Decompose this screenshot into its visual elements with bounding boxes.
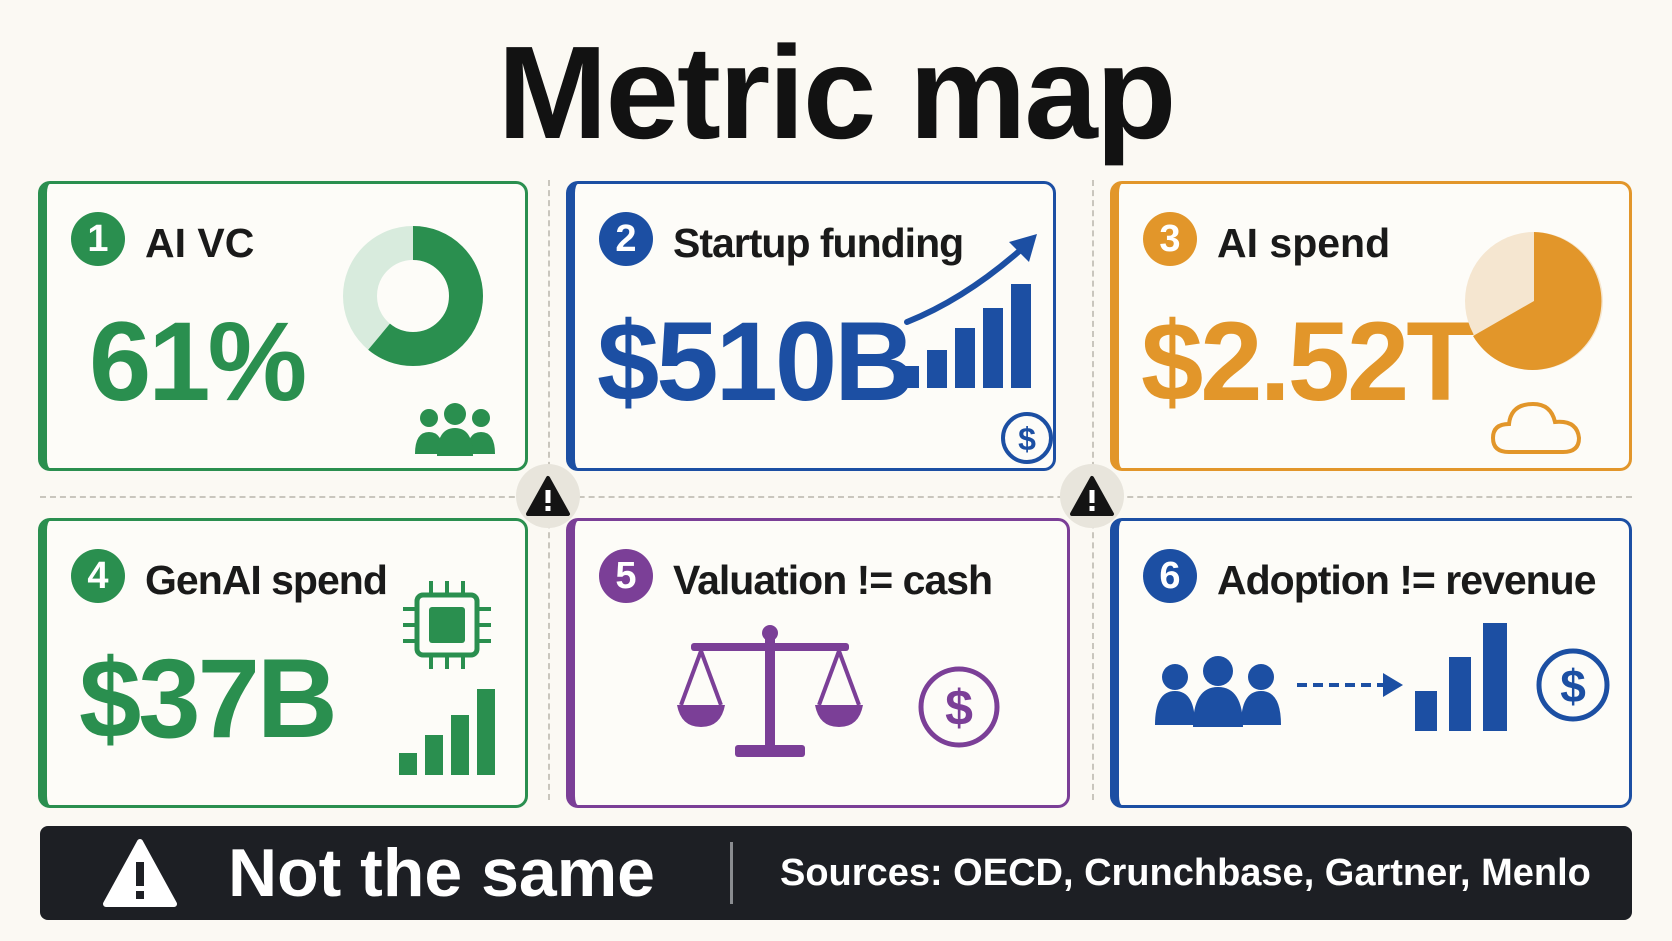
card-number-badge: 2 <box>599 212 653 266</box>
page-title: Metric map <box>497 19 1177 166</box>
card-number-badge: 6 <box>1143 549 1197 603</box>
footer-separator <box>730 842 733 904</box>
card-label: Valuation != cash <box>673 557 993 603</box>
svg-text:$: $ <box>1018 421 1036 457</box>
svg-text:$: $ <box>1560 660 1586 712</box>
card-startup-funding: 2 Startup funding $510B $ <box>566 181 1056 471</box>
card-ai-spend: 3 AI spend $2.52T <box>1110 181 1632 471</box>
growth-chart-icon <box>899 234 1037 388</box>
card-label: GenAI spend <box>145 557 388 603</box>
chip-icon <box>403 581 491 669</box>
pie-chart-icon <box>1465 232 1603 370</box>
footer-headline: Not the same <box>228 835 655 911</box>
card-number-badge: 1 <box>71 212 125 266</box>
card-value: $37B <box>79 636 338 761</box>
card-value: $510B <box>597 299 915 424</box>
dashed-arrow-icon <box>1297 673 1403 697</box>
svg-text:$: $ <box>945 680 973 736</box>
card-genai-spend: 4 GenAI spend $37B <box>38 518 528 808</box>
card-value: $2.52T <box>1141 299 1475 424</box>
card-label: Adoption != revenue <box>1217 557 1597 603</box>
dollar-coin-icon: $ <box>918 666 1000 748</box>
donut-chart-icon <box>343 226 483 366</box>
people-icon <box>1155 656 1281 727</box>
warning-icon <box>526 476 570 516</box>
card-valuation-vs-cash: 5 Valuation != cash $ <box>566 518 1070 808</box>
footer-sources: Sources: OECD, Crunchbase, Gartner, Menl… <box>780 852 1591 894</box>
warning-icon <box>1070 476 1114 516</box>
bar-chart-icon <box>399 689 495 775</box>
dollar-coin-icon: $ <box>1001 412 1053 464</box>
card-adoption-vs-revenue: 6 Adoption != revenue $ <box>1110 518 1632 808</box>
warning-icon <box>103 839 177 907</box>
card-label: AI VC <box>145 220 255 266</box>
bar-chart-icon <box>1415 623 1507 731</box>
people-icon <box>415 403 495 456</box>
card-number-badge: 5 <box>599 549 653 603</box>
warning-marker <box>1060 464 1124 528</box>
card-label: AI spend <box>1217 220 1391 266</box>
scale-icon <box>677 625 863 757</box>
grid-divider-horizontal <box>40 496 1632 498</box>
cloud-icon <box>1490 401 1582 454</box>
card-number-badge: 4 <box>71 549 125 603</box>
warning-marker <box>516 464 580 528</box>
card-number-badge: 3 <box>1143 212 1197 266</box>
card-ai-vc: 1 AI VC 61% <box>38 181 528 471</box>
card-value: 61% <box>89 299 307 424</box>
dollar-coin-icon: $ <box>1536 648 1610 722</box>
footer-banner: Not the same Sources: OECD, Crunchbase, … <box>40 826 1632 920</box>
card-label: Startup funding <box>673 220 964 266</box>
